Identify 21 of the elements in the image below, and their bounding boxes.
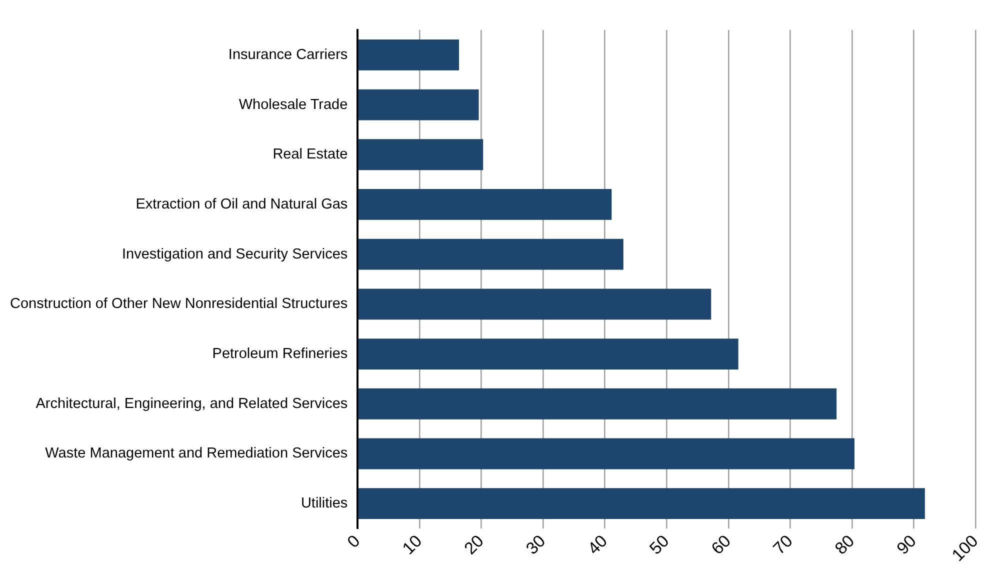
x-tick-label: 90 xyxy=(893,531,920,558)
y-tick-label: Architectural, Engineering, and Related Services xyxy=(36,396,348,412)
y-tick-label: Investigation and Security Services xyxy=(122,246,348,262)
x-tick-label: 100 xyxy=(948,531,982,565)
x-tick-label: 80 xyxy=(831,531,858,558)
x-tick-label: 70 xyxy=(770,531,796,558)
y-tick-label: Petroleum Refineries xyxy=(212,346,348,362)
x-tick-label: 40 xyxy=(584,531,611,558)
x-tick-label: 50 xyxy=(646,531,673,558)
y-tick-label: Wholesale Trade xyxy=(238,96,348,113)
y-tick-label: Extraction of Oil and Natural Gas xyxy=(136,196,348,212)
x-tick-label: 30 xyxy=(522,531,550,558)
y-tick-label: Utilities xyxy=(300,496,348,512)
y-tick-label: Insurance Carriers xyxy=(228,46,348,63)
x-tick-label: 10 xyxy=(398,531,426,558)
y-tick-label: Waste Management and Remediation Services xyxy=(45,446,348,462)
x-tick-label: 0 xyxy=(344,531,364,552)
y-tick-label: Real Estate xyxy=(272,146,348,163)
x-tick-label: 60 xyxy=(708,531,735,558)
x-tick-label: 20 xyxy=(460,531,488,558)
y-tick-label: Construction of Other New Nonresidential Structures xyxy=(10,296,348,312)
